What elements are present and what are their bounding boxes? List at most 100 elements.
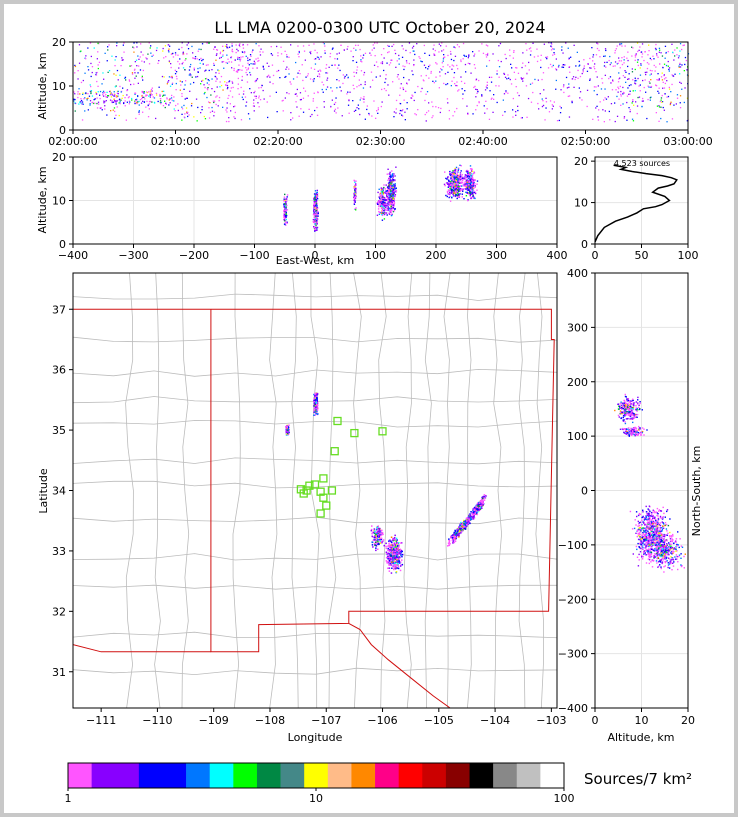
time-height-source-point — [381, 61, 384, 63]
time-height-source-point — [225, 109, 227, 111]
time-height-source-point — [269, 81, 271, 83]
time-height-source-point — [360, 83, 362, 86]
time-height-source-point — [194, 56, 197, 58]
time-height-source-point — [385, 89, 387, 92]
time-height-source-point — [242, 93, 245, 95]
time-height-source-point — [116, 100, 118, 102]
ew-source-point — [314, 205, 317, 207]
time-height-source-point — [525, 43, 527, 45]
ew-source-point — [443, 183, 446, 186]
plan-source-point — [396, 563, 399, 565]
county-line — [269, 273, 278, 708]
time-height-source-point — [614, 102, 616, 104]
ew-source-point — [472, 195, 474, 197]
ew-source-point — [392, 197, 394, 199]
time-height-source-point — [495, 85, 497, 87]
time-height-source-point — [126, 94, 128, 96]
time-height-source-point — [295, 101, 297, 103]
time-height-source-point — [325, 88, 327, 91]
time-height-source-point — [383, 69, 385, 72]
time-height-source-point — [360, 60, 362, 62]
plan-source-point — [454, 537, 456, 539]
county-line — [493, 273, 503, 708]
time-height-source-point — [139, 99, 142, 101]
ew-source-point — [393, 208, 396, 210]
time-height-source-point — [625, 81, 627, 83]
plan-source-point — [400, 551, 402, 554]
time-height-source-point — [619, 67, 621, 69]
time-height-source-point — [575, 76, 577, 78]
time-height-source-point — [159, 93, 161, 96]
time-height-source-point — [649, 82, 651, 84]
plan-source-point — [473, 517, 476, 519]
time-height-source-point — [204, 70, 206, 72]
time-height-source-point — [297, 72, 299, 74]
y-tick-label: 20 — [574, 155, 588, 168]
time-height-source-point — [97, 42, 99, 45]
time-height-source-point — [157, 100, 159, 103]
time-height-source-point — [603, 55, 605, 57]
time-height-source-point — [222, 49, 225, 52]
time-height-source-point — [257, 57, 259, 59]
ew-source-point — [453, 176, 455, 178]
plan-source-point — [389, 561, 391, 564]
time-height-source-point — [383, 48, 385, 50]
plan-source-point — [398, 556, 401, 558]
ew-source-point — [381, 201, 384, 203]
ew-source-point — [316, 195, 318, 197]
time-height-source-point — [143, 101, 145, 103]
ew-source-point — [284, 199, 286, 201]
ew-source-point — [380, 204, 383, 206]
time-height-source-point — [473, 64, 476, 66]
time-height-source-point — [81, 119, 84, 121]
ew-source-point — [464, 183, 467, 185]
plan-source-point — [398, 560, 400, 562]
ew-source-point — [392, 178, 394, 180]
time-height-source-point — [456, 107, 458, 110]
time-height-source-point — [331, 90, 333, 92]
time-height-source-point — [115, 74, 117, 76]
time-height-source-point — [190, 63, 192, 66]
plan-source-point — [451, 534, 453, 537]
time-height-source-point — [104, 108, 106, 110]
ew-source-point — [464, 184, 466, 186]
ew-source-point — [457, 189, 459, 191]
ew-source-point — [385, 212, 388, 214]
plan-source-point — [472, 518, 475, 520]
time-height-source-point — [216, 49, 218, 51]
plan-source-point — [392, 555, 395, 558]
ew-source-point — [392, 210, 395, 213]
plan-source-point — [314, 414, 316, 416]
time-height-source-point — [164, 106, 166, 109]
time-height-source-point — [381, 88, 383, 91]
time-height-source-point — [194, 58, 196, 60]
ew-source-point — [315, 214, 317, 216]
histogram-line — [594, 164, 678, 243]
time-height-source-point — [218, 70, 220, 72]
time-height-source-point — [81, 103, 83, 105]
time-height-source-point — [134, 61, 136, 63]
time-height-source-point — [208, 42, 210, 44]
county-line — [73, 667, 557, 676]
ew-source-point — [454, 185, 456, 187]
time-height-source-point — [513, 50, 515, 52]
time-height-source-point — [626, 57, 628, 59]
time-height-source-point — [234, 105, 236, 107]
ew-source-point — [381, 214, 384, 216]
time-height-source-point — [572, 76, 575, 78]
plan-source-point — [399, 569, 402, 572]
time-height-source-point — [352, 56, 354, 58]
ew-source-point — [379, 192, 382, 194]
time-height-source-point — [158, 86, 160, 88]
ew-source-point — [285, 198, 288, 200]
time-height-source-point — [512, 57, 514, 59]
time-height-source-point — [136, 102, 138, 105]
plan-source-point — [392, 546, 395, 549]
time-height-source-point — [116, 42, 118, 44]
county-boundaries — [73, 273, 557, 708]
ew-source-point — [453, 183, 455, 186]
ew-source-point — [390, 191, 392, 193]
plan-source-point — [396, 567, 398, 569]
plan-source-point — [470, 511, 472, 513]
